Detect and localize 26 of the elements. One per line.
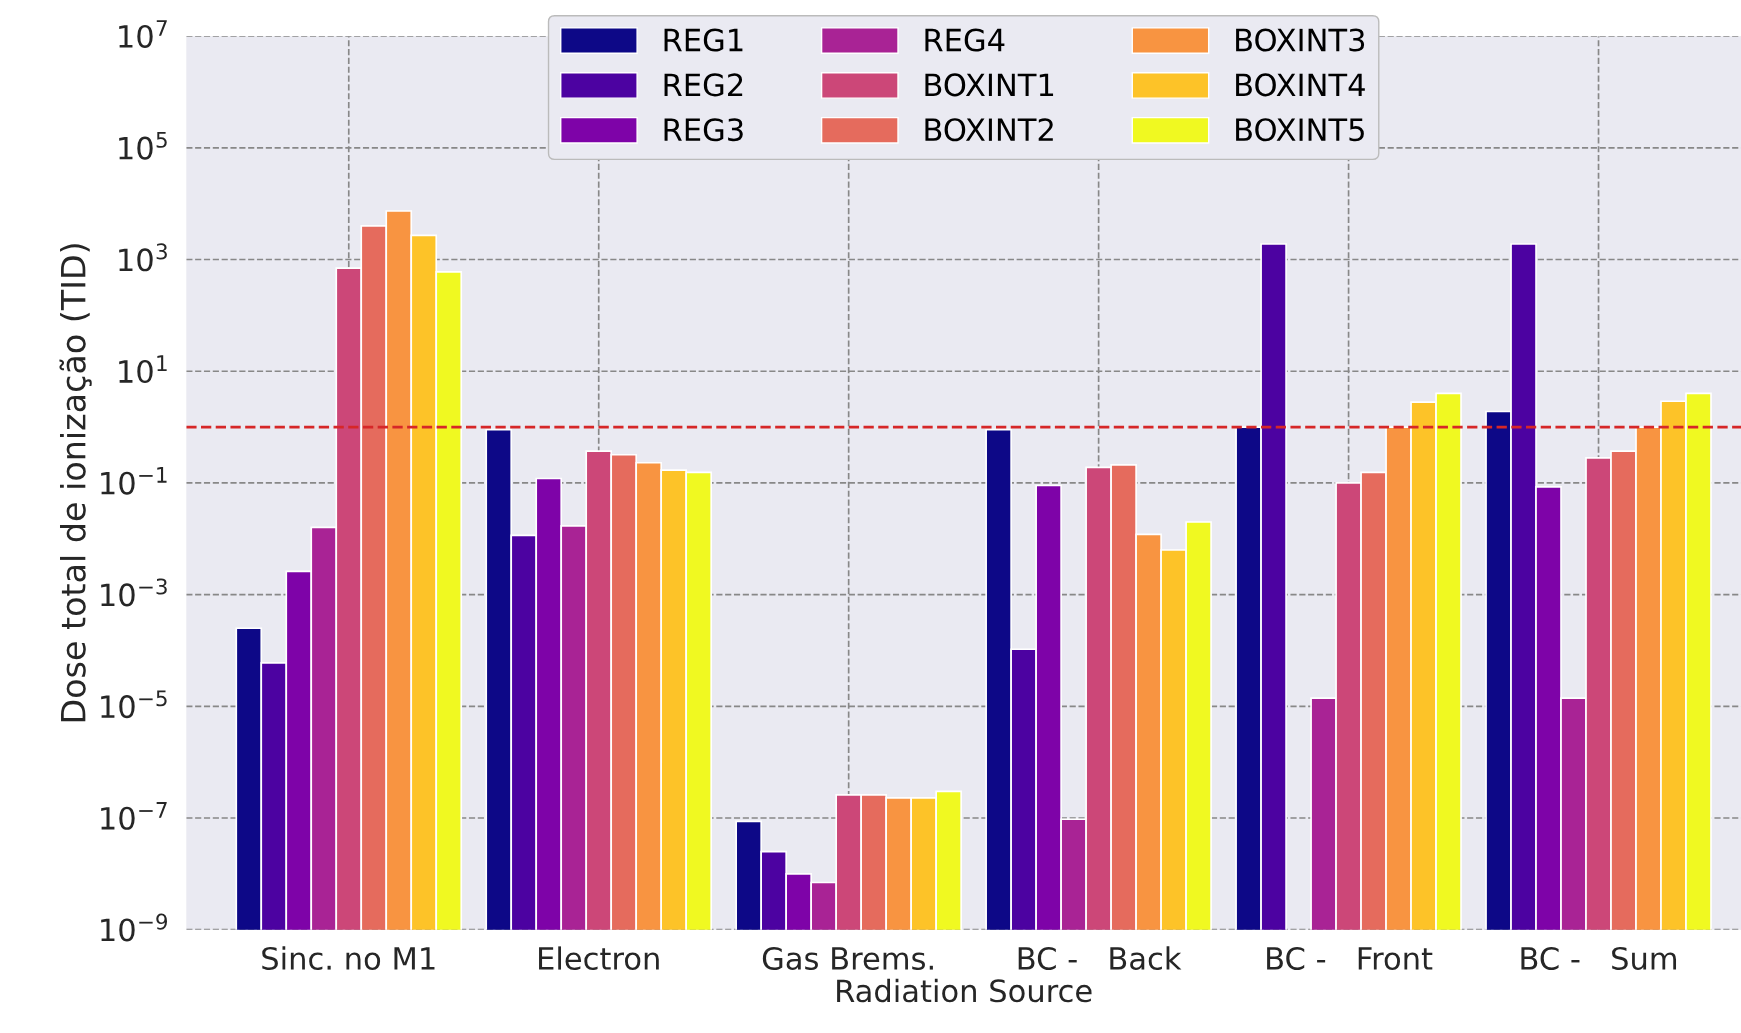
y-tick-label: 10$^{5}$ xyxy=(119,131,167,160)
x-tick-label: BC - Back xyxy=(1018,946,1182,971)
y-tick-label: 10$^{−7}$ xyxy=(101,802,167,830)
x-axis-title: Radiation Source xyxy=(837,978,1092,1003)
legend-label: BOXINT1 xyxy=(925,73,1054,97)
legend-label: REG4 xyxy=(925,28,1005,52)
x-tick-label: Sinc. no M1 xyxy=(262,946,435,971)
legend-label: BOXINT4 xyxy=(1236,73,1365,97)
x-tick-label: Gas Brems. xyxy=(762,946,933,971)
legend-label: REG2 xyxy=(664,73,743,97)
y-tick-label: 10$^{−1}$ xyxy=(101,467,167,495)
x-tick-label: Electron xyxy=(539,946,659,971)
y-tick-label: 10$^{1}$ xyxy=(119,355,167,384)
y-tick-label: 10$^{3}$ xyxy=(119,243,167,272)
legend-label: REG3 xyxy=(664,118,743,142)
y-tick-label: 10$^{−5}$ xyxy=(101,690,167,719)
legend-label: REG1 xyxy=(664,28,743,52)
legend-label: BOXINT3 xyxy=(1236,28,1365,52)
x-tick-label: BC - Sum xyxy=(1521,946,1677,971)
x-tick-label: BC - Front xyxy=(1267,946,1433,971)
legend-label: BOXINT5 xyxy=(1236,118,1364,142)
y-tick-label: 10$^{7}$ xyxy=(119,20,167,48)
legend-label: BOXINT2 xyxy=(925,118,1053,142)
y-tick-label: 10$^{−9}$ xyxy=(101,913,168,942)
y-tick-label: 10$^{−3}$ xyxy=(101,578,167,607)
y-axis-title: Dose total de ionização (TID) xyxy=(59,244,92,722)
